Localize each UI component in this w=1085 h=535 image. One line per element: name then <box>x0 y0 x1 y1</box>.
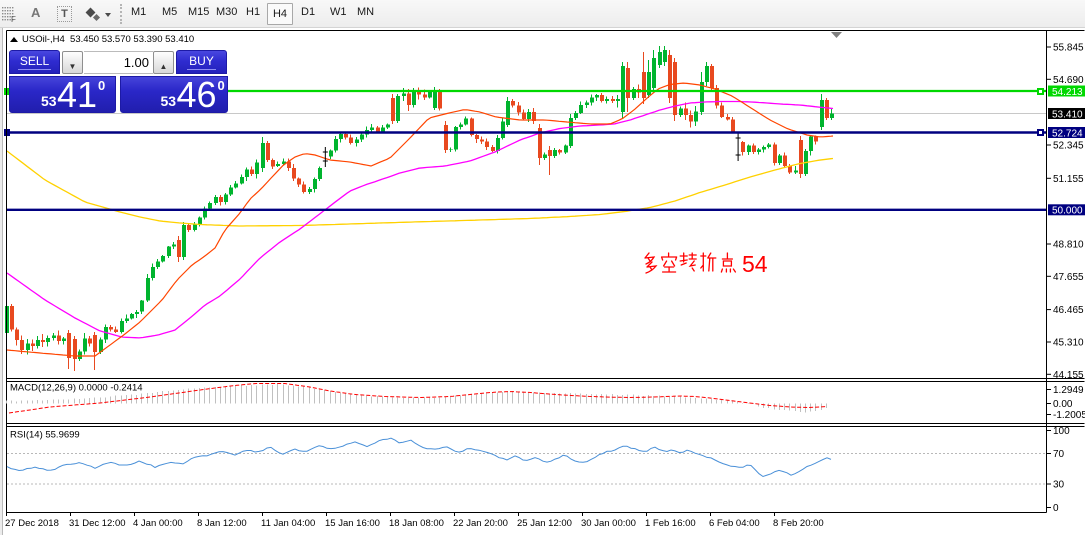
svg-text:51.155: 51.155 <box>1053 174 1084 185</box>
svg-text:8 Feb 20:00: 8 Feb 20:00 <box>773 518 824 529</box>
svg-text:MACD(12,26,9) 0.0000 -0.2414: MACD(12,26,9) 0.0000 -0.2414 <box>10 383 143 394</box>
svg-text:53.410: 53.410 <box>1052 109 1083 120</box>
svg-text:48.810: 48.810 <box>1053 240 1084 251</box>
svg-text:30 Jan 00:00: 30 Jan 00:00 <box>581 518 636 529</box>
svg-text:100: 100 <box>1053 426 1070 437</box>
svg-text:54.213: 54.213 <box>1052 87 1083 98</box>
svg-text:54.690: 54.690 <box>1053 75 1084 86</box>
svg-text:31 Dec 12:00: 31 Dec 12:00 <box>69 518 126 529</box>
svg-text:47.655: 47.655 <box>1053 272 1084 283</box>
svg-text:1 Feb 16:00: 1 Feb 16:00 <box>645 518 696 529</box>
svg-text:15 Jan 16:00: 15 Jan 16:00 <box>325 518 380 529</box>
svg-text:55.845: 55.845 <box>1053 43 1084 54</box>
svg-text:-1.2005: -1.2005 <box>1053 410 1085 421</box>
svg-text:46.465: 46.465 <box>1053 305 1084 316</box>
svg-text:1.2949: 1.2949 <box>1053 385 1084 396</box>
svg-text:44.155: 44.155 <box>1053 370 1084 381</box>
svg-text:52.345: 52.345 <box>1053 141 1084 152</box>
svg-text:6 Feb 04:00: 6 Feb 04:00 <box>709 518 760 529</box>
svg-text:70: 70 <box>1053 449 1065 460</box>
svg-text:50.000: 50.000 <box>1052 206 1083 217</box>
svg-text:30: 30 <box>1053 480 1065 491</box>
svg-text:52.724: 52.724 <box>1052 128 1083 139</box>
svg-text:11 Jan 04:00: 11 Jan 04:00 <box>261 518 315 529</box>
svg-text:54: 54 <box>742 251 768 277</box>
svg-text:RSI(14) 55.9699: RSI(14) 55.9699 <box>10 430 80 441</box>
svg-text:0: 0 <box>1053 503 1059 514</box>
svg-text:0.00: 0.00 <box>1053 399 1073 410</box>
svg-text:F: F <box>11 15 16 23</box>
svg-text:45.310: 45.310 <box>1053 338 1084 349</box>
svg-text:8 Jan 12:00: 8 Jan 12:00 <box>197 518 247 529</box>
svg-text:22 Jan 20:00: 22 Jan 20:00 <box>453 518 508 529</box>
svg-text:27 Dec 2018: 27 Dec 2018 <box>5 518 59 529</box>
svg-text:4 Jan 00:00: 4 Jan 00:00 <box>133 518 183 529</box>
svg-text:25 Jan 12:00: 25 Jan 12:00 <box>517 518 572 529</box>
svg-text:18 Jan 08:00: 18 Jan 08:00 <box>389 518 444 529</box>
